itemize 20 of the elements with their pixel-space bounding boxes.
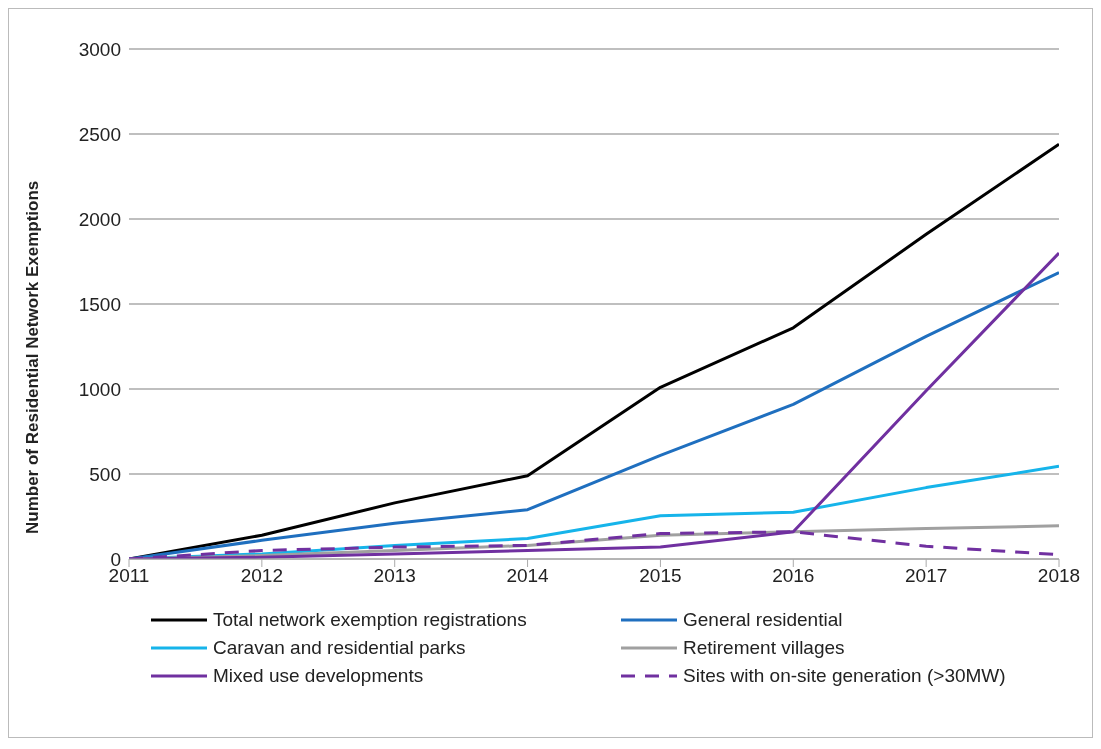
legend-label: Retirement villages bbox=[683, 637, 845, 659]
y-tick-label: 500 bbox=[89, 463, 121, 485]
x-tick-label: 2014 bbox=[506, 565, 550, 587]
x-tick-label: 2018 bbox=[1037, 565, 1081, 587]
legend-label: Caravan and residential parks bbox=[213, 637, 466, 659]
y-tick-label: 3000 bbox=[78, 38, 121, 60]
y-axis-title: Number of Residential Network Exemptions bbox=[23, 180, 43, 534]
x-tick-label: 2013 bbox=[373, 565, 416, 587]
y-tick-label: 2500 bbox=[78, 123, 121, 145]
x-tick-label: 2012 bbox=[240, 565, 283, 587]
legend-label: Sites with on-site generation (>30MW) bbox=[683, 665, 1006, 687]
x-tick-label: 2015 bbox=[639, 565, 682, 587]
x-tick-label: 2017 bbox=[905, 565, 948, 587]
y-tick-label: 1500 bbox=[78, 293, 121, 315]
legend-label: Total network exemption registrations bbox=[213, 609, 527, 631]
legend-label: General residential bbox=[683, 609, 843, 631]
y-tick-label: 1000 bbox=[78, 378, 121, 400]
legend-label: Mixed use developments bbox=[213, 665, 424, 687]
x-tick-label: 2016 bbox=[772, 565, 815, 587]
y-tick-label: 2000 bbox=[78, 208, 121, 230]
